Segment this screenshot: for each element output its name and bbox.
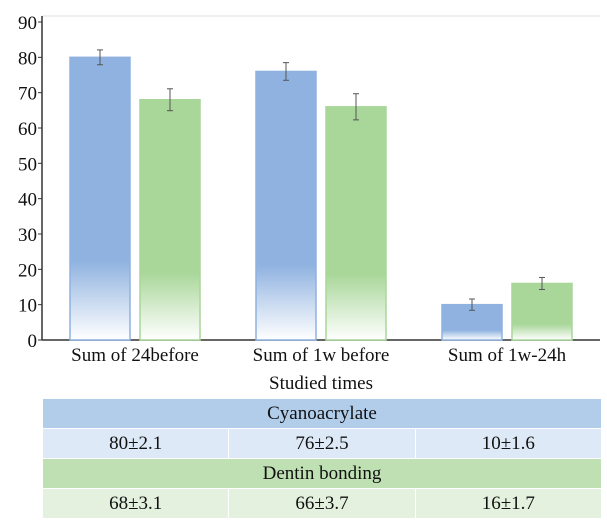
bar <box>511 282 573 341</box>
x-axis-label: Studied times <box>269 373 373 394</box>
bar <box>325 106 387 341</box>
y-tick-label: 20 <box>18 260 37 281</box>
group-label-cyanoacrylate: Cyanoacrylate <box>42 398 602 429</box>
table-cell: 80±2.1 <box>41 428 230 459</box>
x-tick-label: Sum of 1w-24h <box>448 345 567 366</box>
table-cell: 66±3.7 <box>228 488 416 519</box>
y-tick-label: 10 <box>18 296 37 317</box>
table-cell: 76±2.5 <box>228 428 416 459</box>
table-group-row: Dentin bonding <box>42 458 602 489</box>
y-tick-label: 50 <box>18 154 37 175</box>
y-tick-label: 0 <box>28 331 38 352</box>
y-tick-label: 90 <box>18 13 37 34</box>
y-tick-label: 40 <box>18 190 37 211</box>
y-tick-label: 80 <box>18 48 37 69</box>
table-group-row: Cyanoacrylate <box>42 398 602 429</box>
y-tick-label: 30 <box>18 225 37 246</box>
x-tick-label: Sum of 1w before <box>253 345 390 366</box>
bar <box>139 98 201 341</box>
table-cell: 68±3.1 <box>41 488 230 519</box>
bar <box>69 56 131 341</box>
data-table: Cyanoacrylate 80±2.1 76±2.5 10±1.6 Denti… <box>41 398 603 519</box>
x-tick-label: Sum of 24before <box>71 345 199 366</box>
group-label-dentin-bonding: Dentin bonding <box>42 458 602 489</box>
bar-chart: 0 10 20 30 40 50 60 70 80 90 Sum of 24before Sum of… <box>18 13 600 394</box>
table-row: 80±2.1 76±2.5 10±1.6 <box>41 428 603 459</box>
table-cell: 10±1.6 <box>414 428 603 459</box>
table-cell: 16±1.7 <box>414 488 603 519</box>
y-tick-label: 70 <box>18 84 37 105</box>
table-row: 68±3.1 66±3.7 16±1.7 <box>41 488 603 519</box>
y-tick-label: 60 <box>18 119 37 140</box>
bar <box>255 70 317 341</box>
